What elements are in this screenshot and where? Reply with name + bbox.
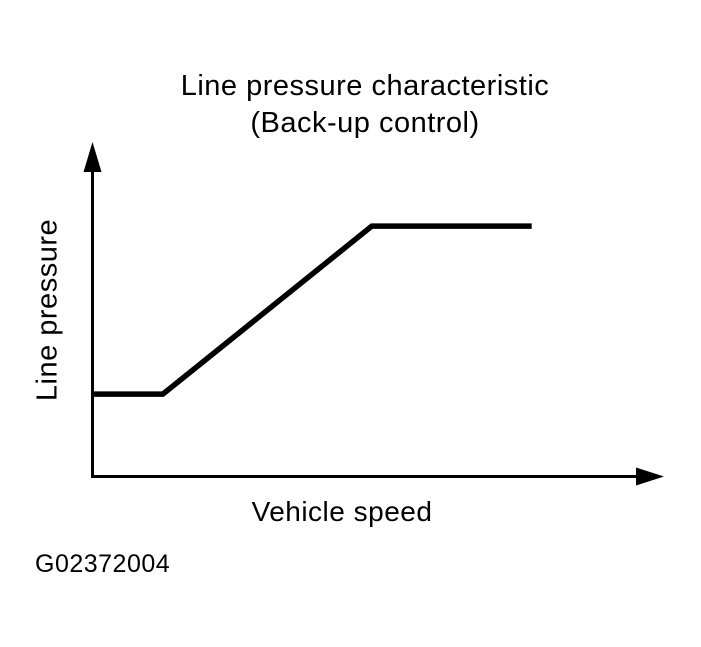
- x-axis-arrowhead-icon: [636, 467, 664, 486]
- chart-title: Line pressure characteristic: [180, 70, 550, 102]
- pressure-curve: [92, 223, 532, 397]
- chart-subtitle: (Back-up control): [250, 107, 480, 139]
- y-axis-arrowhead-icon: [83, 142, 102, 172]
- figure-id: G02372004: [35, 550, 171, 578]
- y-axis-label: Line pressure: [31, 218, 64, 402]
- x-axis-label: Vehicle speed: [251, 496, 433, 527]
- chart-title-block: Line pressure characteristic (Back-up co…: [15, 66, 701, 140]
